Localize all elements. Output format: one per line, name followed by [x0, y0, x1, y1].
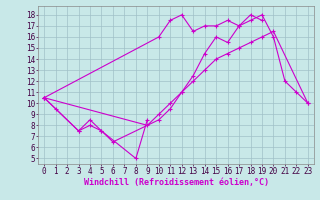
- X-axis label: Windchill (Refroidissement éolien,°C): Windchill (Refroidissement éolien,°C): [84, 178, 268, 187]
